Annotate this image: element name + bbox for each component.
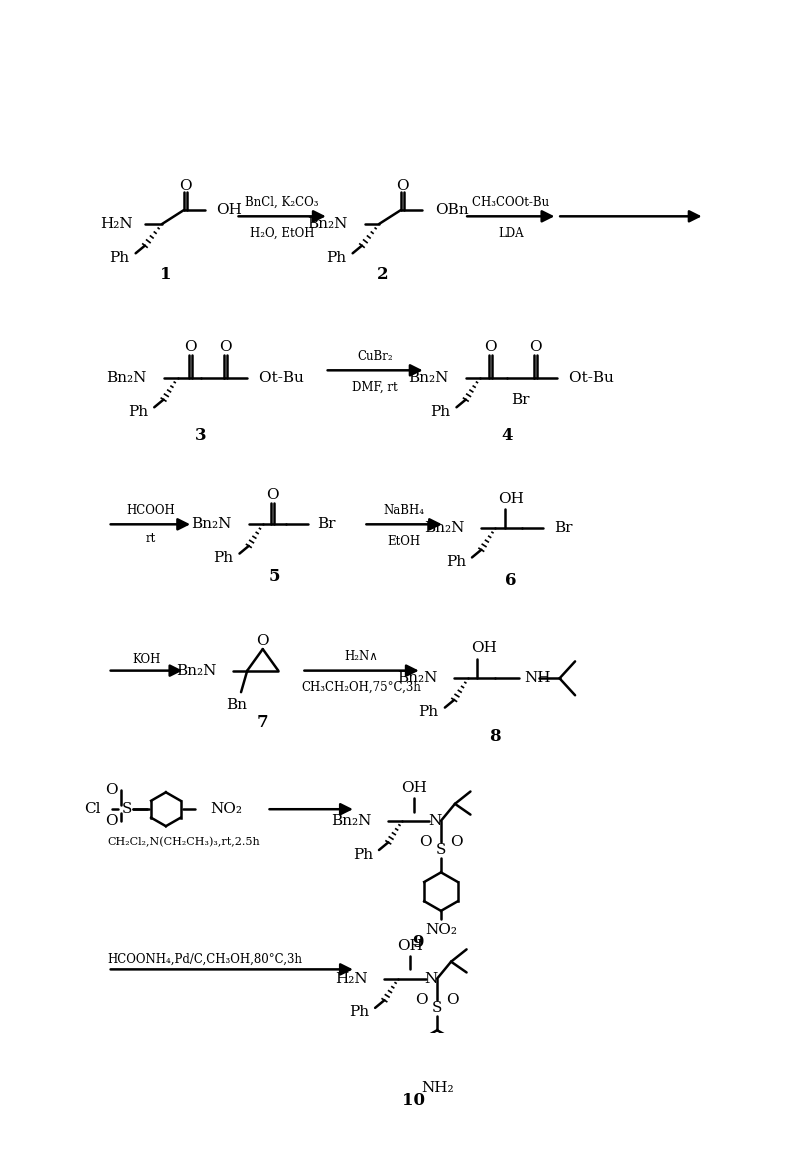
Text: Bn₂N: Bn₂N xyxy=(106,372,146,385)
Text: OH: OH xyxy=(216,203,242,217)
Text: NO₂: NO₂ xyxy=(425,923,457,937)
Text: O: O xyxy=(266,488,278,502)
Text: Ph: Ph xyxy=(213,551,234,565)
Text: Cl: Cl xyxy=(84,802,101,816)
Text: 1: 1 xyxy=(160,266,172,282)
Text: 9: 9 xyxy=(412,933,423,951)
Text: NH: NH xyxy=(524,671,550,685)
Text: O⁢t-Bu: O⁢t-Bu xyxy=(569,372,614,385)
Text: Ph: Ph xyxy=(349,1005,369,1019)
Text: Ph: Ph xyxy=(110,251,130,265)
Text: O: O xyxy=(106,783,118,796)
Text: 5: 5 xyxy=(269,568,280,585)
Text: NO₂: NO₂ xyxy=(210,802,242,816)
Text: 10: 10 xyxy=(402,1091,426,1109)
Text: CH₃COO⁢t-Bu: CH₃COO⁢t-Bu xyxy=(472,196,550,209)
Text: rt: rt xyxy=(146,532,155,545)
Text: CuBr₂: CuBr₂ xyxy=(358,349,393,363)
Text: Bn: Bn xyxy=(226,698,247,712)
Text: CH₂Cl₂,N(CH₂CH₃)₃,rt,2.5h: CH₂Cl₂,N(CH₂CH₃)₃,rt,2.5h xyxy=(108,837,261,848)
Text: 4: 4 xyxy=(501,427,513,445)
Text: O: O xyxy=(179,179,191,193)
Text: Bn₂N: Bn₂N xyxy=(331,814,371,828)
Text: Ph: Ph xyxy=(430,405,450,419)
Text: O: O xyxy=(415,993,428,1008)
Text: 2: 2 xyxy=(377,266,389,282)
Text: 8: 8 xyxy=(490,728,501,744)
Text: OH: OH xyxy=(470,641,497,655)
Text: H₂N∧: H₂N∧ xyxy=(345,650,378,663)
Text: H₂O, EtOH: H₂O, EtOH xyxy=(250,226,314,240)
Text: Bn₂N: Bn₂N xyxy=(424,521,464,535)
Text: Ph: Ph xyxy=(418,705,438,719)
Text: N: N xyxy=(428,814,442,828)
Text: NH₂: NH₂ xyxy=(421,1081,454,1095)
Text: Ph: Ph xyxy=(353,848,373,861)
Text: S: S xyxy=(432,1001,442,1015)
Text: Bn₂N: Bn₂N xyxy=(176,664,216,678)
Text: Bn₂N: Bn₂N xyxy=(397,671,437,685)
Text: LDA: LDA xyxy=(498,226,523,240)
Text: O: O xyxy=(184,340,197,354)
Text: EtOH: EtOH xyxy=(388,535,421,548)
Text: Br: Br xyxy=(554,521,573,535)
Text: H₂N: H₂N xyxy=(334,972,367,986)
Text: O: O xyxy=(446,993,459,1008)
Text: O: O xyxy=(419,835,432,850)
Text: 3: 3 xyxy=(195,427,206,445)
Text: H₂N: H₂N xyxy=(100,217,133,231)
Text: Ph: Ph xyxy=(446,555,466,569)
Text: OH: OH xyxy=(498,492,524,506)
Text: O⁢t-Bu: O⁢t-Bu xyxy=(259,372,304,385)
Text: Br: Br xyxy=(510,392,530,406)
Text: O: O xyxy=(257,634,269,648)
Text: N: N xyxy=(424,972,438,986)
Text: 6: 6 xyxy=(505,572,517,589)
Text: O: O xyxy=(219,340,232,354)
Text: S: S xyxy=(122,802,132,816)
Text: O: O xyxy=(396,179,409,193)
Text: HCOOH: HCOOH xyxy=(126,504,174,517)
Text: Bn₂N: Bn₂N xyxy=(191,518,232,532)
Text: KOH: KOH xyxy=(132,652,161,665)
Text: O: O xyxy=(450,835,463,850)
Text: 7: 7 xyxy=(257,714,269,731)
Text: DMF, rt: DMF, rt xyxy=(352,381,398,394)
Text: OBn: OBn xyxy=(435,203,469,217)
Text: CH₃CH₂OH,75°C,3h: CH₃CH₂OH,75°C,3h xyxy=(302,682,422,694)
Text: NaBH₄: NaBH₄ xyxy=(384,504,425,517)
Text: OH: OH xyxy=(397,939,423,953)
Text: S: S xyxy=(436,843,446,857)
Text: O: O xyxy=(484,340,497,354)
Text: BnCl, K₂CO₃: BnCl, K₂CO₃ xyxy=(246,196,319,209)
Text: OH: OH xyxy=(401,781,427,795)
Text: O: O xyxy=(530,340,542,354)
Text: Ph: Ph xyxy=(128,405,148,419)
Text: Bn₂N: Bn₂N xyxy=(408,372,449,385)
Text: Br: Br xyxy=(317,518,335,532)
Text: Bn₂N: Bn₂N xyxy=(308,217,348,231)
Text: Ph: Ph xyxy=(326,251,346,265)
Text: O: O xyxy=(106,814,118,828)
Text: HCOONH₄,Pd/C,CH₃OH,80°C,3h: HCOONH₄,Pd/C,CH₃OH,80°C,3h xyxy=(108,953,302,966)
